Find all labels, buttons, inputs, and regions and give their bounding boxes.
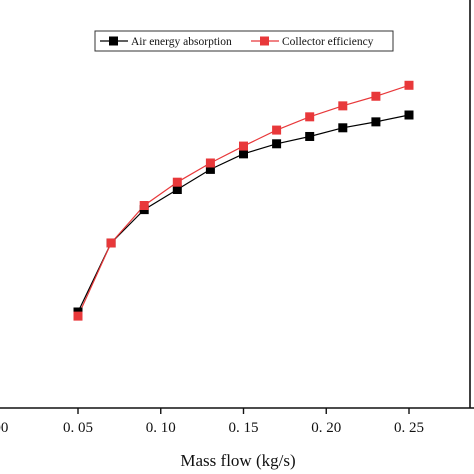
legend-label-collector-efficiency: Collector efficiency (282, 36, 374, 48)
x-tick-label: 0. 05 (63, 420, 93, 436)
x-tick-label: 0. 15 (229, 420, 259, 436)
legend-label-air-energy-absorption: Air energy absorption (131, 36, 232, 48)
data-point-air-energy-absorption (305, 131, 315, 141)
legend-marker-air-energy-absorption (109, 36, 118, 46)
x-tick-label: 0. 10 (146, 420, 176, 436)
x-axis-title: Mass flow (kg/s) (180, 451, 295, 470)
data-point-collector-efficiency (172, 177, 182, 187)
legend-item-collector-efficiency: Collector efficiency (251, 36, 374, 48)
legend: Air energy absorption Collector efficien… (94, 30, 394, 52)
legend-item-air-energy-absorption: Air energy absorption (100, 36, 232, 48)
data-point-air-energy-absorption (371, 117, 381, 127)
x-axis-ticks: 0.00 0. 05 0. 10 0. 15 0. 20 0. 25 (0, 408, 424, 436)
x-tick-label: 0. 25 (394, 420, 424, 436)
data-point-collector-efficiency (338, 101, 348, 111)
legend-marker-collector-efficiency (260, 36, 269, 46)
data-point-air-energy-absorption (205, 164, 215, 174)
data-point-air-energy-absorption (239, 149, 248, 159)
series-line-collector-efficiency (77, 84, 410, 317)
data-point-collector-efficiency (73, 311, 83, 321)
series-lines (77, 84, 410, 317)
x-tick-label: 0. 20 (311, 420, 341, 436)
x-tick-label: 0.00 (0, 420, 8, 436)
data-point-collector-efficiency (239, 141, 248, 151)
data-point-collector-efficiency (205, 158, 215, 168)
legend-box (94, 30, 394, 52)
data-point-air-energy-absorption (272, 139, 282, 149)
data-point-collector-efficiency (139, 201, 149, 211)
data-point-collector-efficiency (106, 238, 116, 248)
data-point-collector-efficiency (272, 125, 282, 135)
series-points (73, 80, 414, 321)
data-point-collector-efficiency (305, 112, 315, 122)
data-point-collector-efficiency (371, 91, 381, 101)
plot-frame (0, 0, 474, 409)
data-point-air-energy-absorption (338, 123, 348, 133)
data-point-air-energy-absorption (404, 110, 414, 120)
data-point-air-energy-absorption (172, 185, 182, 195)
data-point-collector-efficiency (404, 80, 414, 90)
